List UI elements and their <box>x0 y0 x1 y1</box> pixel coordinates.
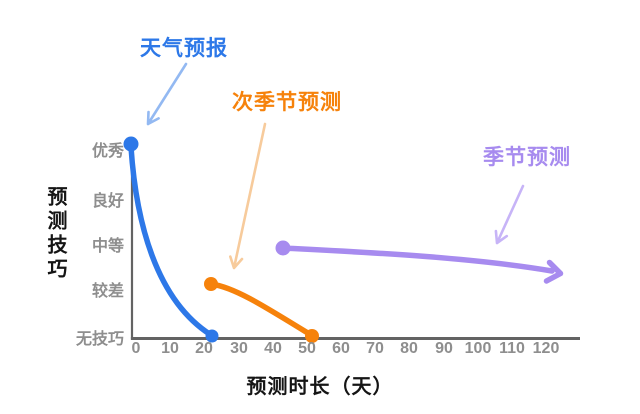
seasonal-forecast-curve <box>280 245 555 274</box>
x-tick-110: 110 <box>499 340 525 357</box>
x-tick-10: 10 <box>161 340 179 357</box>
seasonal-curve-arrowhead-icon <box>543 259 564 284</box>
y-tick-excellent: 优秀 <box>91 143 124 160</box>
subseasonal-forecast-curve <box>208 281 314 338</box>
x-tick-20: 20 <box>195 340 213 357</box>
weather-forecast-curve <box>128 144 214 338</box>
y-tick-poor: 较差 <box>91 283 124 300</box>
weather-curve-start-dot <box>123 136 139 152</box>
seasonal-curve-start-dot <box>275 240 291 256</box>
seasonal-forecast-label: 季节预测 <box>483 146 571 169</box>
subseasonal-curve-start-dot <box>204 277 218 291</box>
weather-curve-end-dot <box>205 329 219 343</box>
x-tick-60: 60 <box>332 340 350 357</box>
x-axis-title: 预测时长（天） <box>246 376 394 398</box>
y-axis-title: 预测技巧 <box>44 186 66 282</box>
annotation-arrow-seasonal-icon <box>494 184 525 245</box>
x-tick-80: 80 <box>400 340 418 357</box>
x-tick-70: 70 <box>366 340 384 357</box>
x-tick-100: 100 <box>464 340 492 357</box>
y-tick-medium: 中等 <box>91 238 124 255</box>
y-tick-no-skill: 无技巧 <box>75 331 124 348</box>
x-tick-120: 120 <box>532 340 560 357</box>
x-tick-0: 0 <box>131 340 141 357</box>
annotation-arrow-subseasonal-icon <box>229 122 267 270</box>
annotation-arrow-weather-icon <box>146 62 188 126</box>
y-tick-good: 良好 <box>91 193 124 210</box>
subseasonal-curve-end-dot <box>305 329 319 343</box>
x-tick-30: 30 <box>230 340 248 357</box>
x-tick-40: 40 <box>264 340 282 357</box>
x-tick-50: 50 <box>298 340 316 357</box>
subseasonal-forecast-label: 次季节预测 <box>232 91 342 114</box>
weather-forecast-label: 天气预报 <box>140 37 228 60</box>
x-tick-90: 90 <box>435 340 453 357</box>
